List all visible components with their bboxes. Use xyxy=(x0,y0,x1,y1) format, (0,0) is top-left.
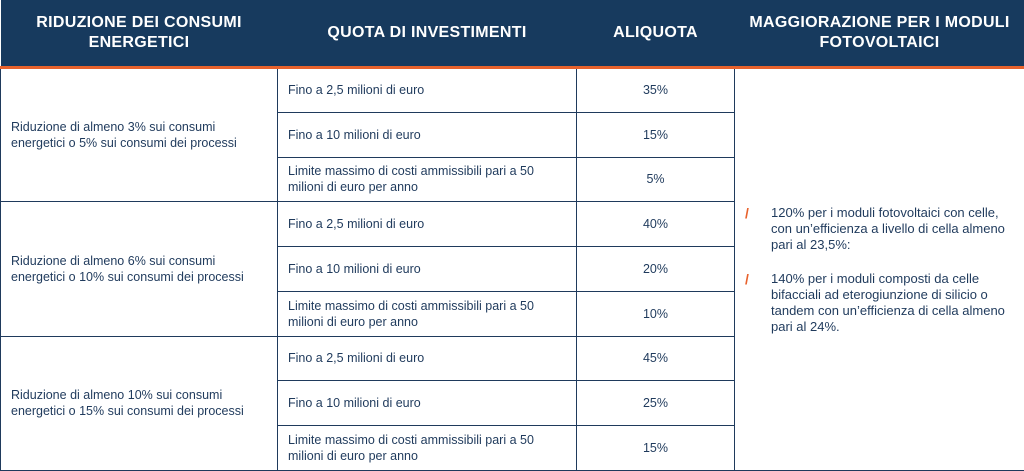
quota-cell: Limite massimo di costi ammissibili pari… xyxy=(277,425,577,471)
quota-cell: Fino a 10 milioni di euro xyxy=(277,246,577,292)
quota-cell: Fino a 10 milioni di euro xyxy=(277,111,577,158)
slash-bullet-icon: / xyxy=(745,270,749,287)
header-quota: QUOTA DI INVESTIMENTI xyxy=(277,0,577,69)
aliquota-cell: 40% xyxy=(576,201,735,248)
table-row: Fino a 10 milioni di euro 20% xyxy=(1,246,1024,292)
aliquota-cell: 35% xyxy=(576,67,735,113)
table-header-row: RIDUZIONE DEI CONSUMI ENERGETICI QUOTA D… xyxy=(0,0,1024,69)
quota-cell: Fino a 2,5 milioni di euro xyxy=(277,67,577,113)
maggiorazione-bullet: / 120% per i moduli fotovoltaici con cel… xyxy=(745,205,1010,253)
quota-cell: Limite massimo di costi ammissibili pari… xyxy=(277,290,577,337)
riduzione-cell: Riduzione di almeno 3% sui consumi energ… xyxy=(0,66,278,203)
table-row: Riduzione di almeno 3% sui consumi energ… xyxy=(0,66,1024,471)
quota-cell: Fino a 2,5 milioni di euro xyxy=(277,201,577,248)
table-row: Limite massimo di costi ammissibili pari… xyxy=(1,425,1024,471)
maggiorazione-text: 140% per i moduli composti da celle bifa… xyxy=(771,270,1005,334)
aliquota-cell: 15% xyxy=(576,111,735,158)
header-maggiorazione: MAGGIORAZIONE PER I MODULI FOTOVOLTAICI xyxy=(734,0,1024,69)
header-aliquota: ALIQUOTA xyxy=(576,0,735,69)
aliquota-cell: 10% xyxy=(576,290,735,337)
aliquota-cell: 45% xyxy=(576,335,735,382)
slash-bullet-icon: / xyxy=(745,204,749,221)
aliquota-cell: 20% xyxy=(576,246,735,292)
aliquota-cell: 25% xyxy=(576,380,735,427)
maggiorazione-text: 120% per i moduli fotovoltaici con celle… xyxy=(771,204,1005,252)
maggiorazione-cell: / 120% per i moduli fotovoltaici con cel… xyxy=(734,67,1024,471)
riduzione-cell: Riduzione di almeno 6% sui consumi energ… xyxy=(0,201,278,337)
table-row: Fino a 10 milioni di euro 25% xyxy=(1,380,1024,427)
table-row: Riduzione di almeno 10% sui consumi ener… xyxy=(0,335,1024,471)
riduzione-cell: Riduzione di almeno 10% sui consumi ener… xyxy=(0,335,278,471)
table-row: Limite massimo di costi ammissibili pari… xyxy=(1,156,1024,203)
table-row: Riduzione di almeno 6% sui consumi energ… xyxy=(0,201,1024,337)
table-row: Fino a 10 milioni di euro 15% xyxy=(1,111,1024,158)
quota-cell: Fino a 10 milioni di euro xyxy=(277,380,577,427)
maggiorazione-bullet: / 140% per i moduli composti da celle bi… xyxy=(745,271,1010,335)
header-riduzione: RIDUZIONE DEI CONSUMI ENERGETICI xyxy=(0,0,278,69)
quota-cell: Fino a 2,5 milioni di euro xyxy=(277,335,577,382)
quota-cell: Limite massimo di costi ammissibili pari… xyxy=(277,156,577,203)
aliquota-cell: 15% xyxy=(576,425,735,471)
aliquota-cell: 5% xyxy=(576,156,735,203)
table-row: Limite massimo di costi ammissibili pari… xyxy=(1,290,1024,337)
